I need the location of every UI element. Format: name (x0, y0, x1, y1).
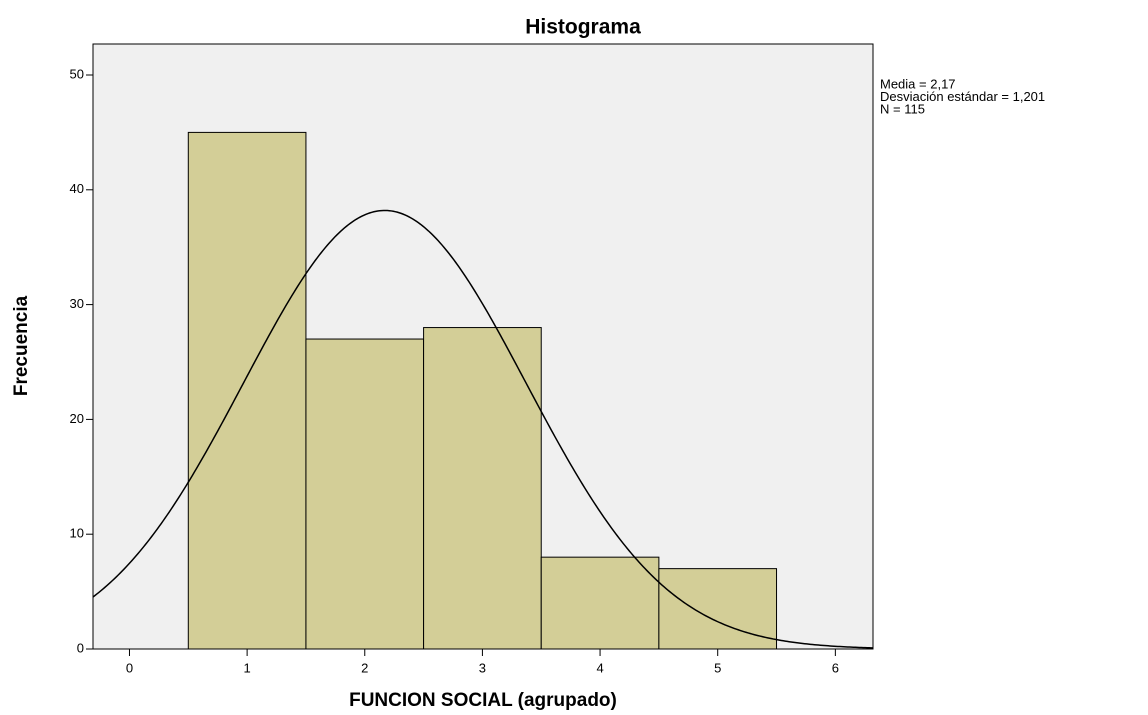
y-tick-label: 40 (70, 181, 84, 196)
annotation: Media = 2,17 (880, 76, 956, 91)
x-tick-label: 0 (126, 660, 133, 675)
x-tick-label: 4 (596, 660, 603, 675)
normal-curve (92, 209, 874, 649)
bar (305, 338, 425, 650)
bar (658, 568, 778, 650)
plot-border (92, 43, 874, 650)
bar (423, 327, 542, 650)
y-axis-label: Frecuencia (11, 295, 32, 396)
annotation: N = 115 (880, 101, 925, 116)
bar (187, 131, 307, 650)
y-tick-label: 0 (77, 640, 84, 655)
x-tick-label: 3 (479, 660, 486, 675)
x-axis-label: FUNCION SOCIAL (agrupado) (349, 690, 617, 711)
y-tick-label: 50 (70, 66, 84, 81)
y-tick-label: 10 (70, 526, 84, 541)
x-tick-label: 1 (244, 660, 251, 675)
annotation: Desviación estándar = 1,201 (880, 89, 1045, 104)
y-tick-label: 30 (70, 296, 84, 311)
x-tick-label: 5 (714, 660, 721, 675)
bar (540, 556, 660, 650)
x-tick-label: 2 (361, 660, 368, 675)
x-tick-label: 6 (832, 660, 839, 675)
marks: 0 10 20 30 40 50 0 1 2 3 4 5 6 Media = 2,17Desviación… (70, 43, 1045, 675)
y-tick-label: 20 (70, 411, 84, 426)
chart-title: Histograma (525, 16, 641, 39)
